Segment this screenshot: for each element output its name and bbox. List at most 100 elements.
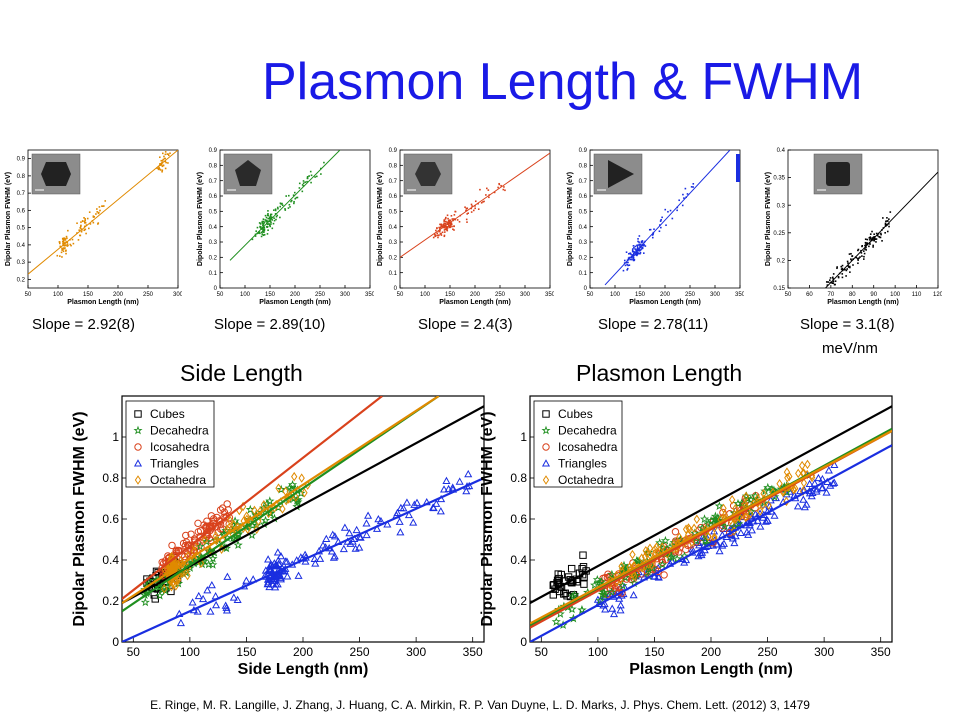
data-point — [886, 230, 889, 233]
data-point — [870, 239, 873, 242]
data-point — [329, 553, 338, 561]
data-point — [849, 271, 851, 273]
data-point — [285, 195, 287, 197]
data-point — [636, 248, 639, 250]
x-tick-label: 300 — [710, 292, 721, 298]
data-point — [60, 251, 63, 254]
data-point — [805, 479, 814, 488]
data-point — [474, 200, 477, 203]
legend-marker — [542, 475, 550, 485]
data-point — [439, 223, 441, 226]
data-point — [267, 214, 270, 217]
data-point — [837, 276, 840, 278]
data-point — [465, 209, 467, 212]
x-tick-label: 100 — [610, 292, 621, 298]
x-tick-label: 300 — [173, 292, 182, 298]
data-point — [162, 164, 165, 167]
data-point — [293, 200, 295, 203]
data-point — [301, 488, 308, 498]
data-point — [609, 609, 619, 618]
data-point — [639, 252, 641, 255]
data-point — [858, 257, 860, 260]
data-point — [101, 205, 104, 208]
legend-marker — [541, 459, 551, 467]
data-point — [254, 235, 257, 237]
y-tick-label: 0.6 — [389, 194, 398, 200]
data-point — [433, 233, 436, 235]
data-point — [213, 513, 221, 522]
data-point — [444, 226, 446, 229]
data-point — [590, 580, 600, 590]
data-point — [161, 584, 168, 594]
data-point — [580, 580, 588, 588]
data-point — [84, 221, 87, 224]
data-point — [446, 229, 449, 232]
data-point — [659, 224, 661, 226]
data-point — [274, 213, 277, 215]
data-point — [451, 225, 453, 228]
data-point — [298, 187, 301, 189]
data-point — [440, 232, 442, 235]
data-point — [865, 243, 867, 246]
data-point — [618, 561, 625, 572]
data-point — [295, 196, 298, 199]
data-point — [264, 555, 273, 563]
x-tick-label: 250 — [495, 292, 506, 298]
data-point — [281, 204, 284, 207]
data-point — [658, 230, 661, 233]
data-point — [634, 253, 637, 256]
y-tick-label: 0.8 — [579, 163, 588, 169]
data-point — [841, 264, 844, 267]
data-point — [631, 250, 634, 253]
data-point — [681, 555, 691, 564]
data-point — [95, 213, 97, 215]
data-point — [62, 242, 64, 245]
data-point — [448, 219, 451, 222]
x-tick-label: 300 — [340, 292, 351, 298]
data-point — [265, 216, 268, 219]
data-point — [80, 224, 82, 227]
data-point — [646, 543, 654, 553]
data-point — [263, 228, 266, 231]
data-point — [633, 251, 636, 254]
data-point — [638, 553, 645, 563]
octahedra-scatter-chart: 50 100 150 200 250 300 0.2 0.3 0.4 0.5 0.6 0.7 0.8 0.… — [5, 149, 182, 306]
data-point — [685, 196, 687, 199]
data-point — [493, 191, 496, 194]
data-point — [96, 208, 98, 210]
y-axis-label: Dipolar Plasmon FWHM (eV) — [765, 172, 772, 266]
data-point — [93, 216, 96, 218]
data-point — [155, 590, 165, 600]
data-point — [770, 511, 779, 519]
data-point — [447, 219, 450, 222]
data-point — [671, 528, 680, 536]
data-point — [62, 238, 64, 241]
data-point — [579, 551, 587, 559]
data-point — [877, 232, 880, 235]
data-point — [279, 504, 286, 514]
data-point — [62, 250, 65, 253]
data-point — [63, 237, 65, 239]
data-point — [625, 251, 628, 254]
data-point — [273, 209, 275, 211]
legend-label: Triangles — [558, 457, 607, 471]
data-point — [362, 519, 371, 527]
data-point — [270, 223, 272, 225]
data-point — [443, 229, 446, 231]
data-point — [233, 540, 243, 550]
data-point — [66, 241, 69, 244]
data-point — [712, 515, 722, 525]
data-point — [639, 249, 642, 251]
data-point — [429, 503, 438, 511]
data-point — [161, 160, 164, 162]
data-point — [440, 225, 443, 228]
data-point — [736, 528, 745, 537]
data-point — [221, 525, 231, 535]
plot-frame — [787, 149, 939, 289]
data-point — [840, 265, 843, 268]
data-point — [776, 478, 783, 489]
data-point — [320, 167, 322, 170]
data-point — [262, 224, 264, 226]
data-point — [81, 229, 83, 231]
data-point — [271, 219, 274, 221]
